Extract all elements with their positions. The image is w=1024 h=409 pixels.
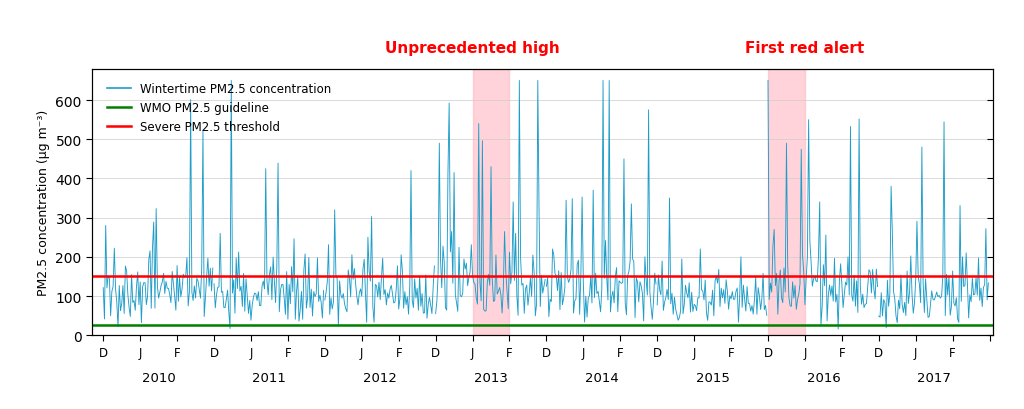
- Text: 2013: 2013: [474, 371, 508, 384]
- Text: 2012: 2012: [364, 371, 397, 384]
- Y-axis label: PM2.5 concentration (μg m⁻³): PM2.5 concentration (μg m⁻³): [37, 110, 50, 295]
- Text: 2016: 2016: [807, 371, 841, 384]
- Text: First red alert: First red alert: [745, 41, 864, 56]
- Legend: Wintertime PM2.5 concentration, WMO PM2.5 guideline, Severe PM2.5 threshold: Wintertime PM2.5 concentration, WMO PM2.…: [102, 78, 336, 138]
- Bar: [768, 70, 805, 335]
- Text: 2017: 2017: [918, 371, 951, 384]
- Text: 2014: 2014: [585, 371, 618, 384]
- Text: Unprecedented high: Unprecedented high: [385, 41, 560, 56]
- Bar: [472, 70, 510, 335]
- Text: 2011: 2011: [253, 371, 287, 384]
- Text: 2010: 2010: [141, 371, 175, 384]
- Text: 2015: 2015: [695, 371, 729, 384]
